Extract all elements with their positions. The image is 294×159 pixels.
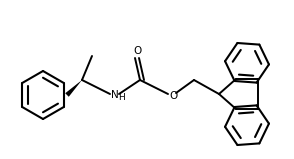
Text: O: O bbox=[169, 91, 177, 101]
Polygon shape bbox=[65, 80, 82, 97]
Text: H: H bbox=[118, 93, 125, 103]
Text: O: O bbox=[133, 46, 141, 56]
Text: N: N bbox=[111, 90, 119, 100]
